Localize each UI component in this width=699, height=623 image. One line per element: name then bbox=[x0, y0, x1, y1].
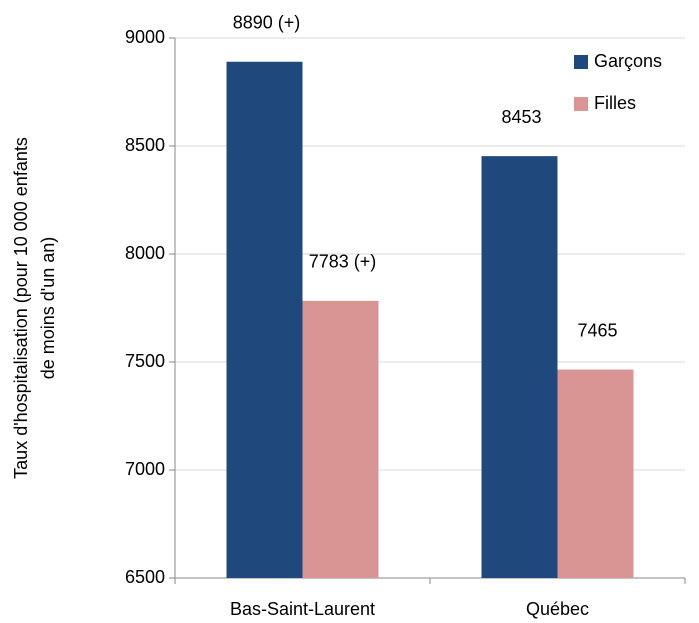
y-axis-label-line: Taux d'hospitalisation (pour 10 000 enfa… bbox=[11, 137, 31, 479]
bar bbox=[481, 156, 558, 579]
value-label: 7465 bbox=[577, 320, 617, 340]
y-tick-label: 6500 bbox=[125, 567, 165, 587]
y-tick-label: 8500 bbox=[125, 135, 165, 155]
legend-label: Garçons bbox=[594, 51, 662, 71]
y-tick-label: 8000 bbox=[125, 243, 165, 263]
bar bbox=[226, 61, 303, 578]
legend-swatch bbox=[574, 97, 588, 111]
y-tick-label: 7000 bbox=[125, 459, 165, 479]
y-tick-label: 7500 bbox=[125, 351, 165, 371]
value-label: 7783 (+) bbox=[309, 252, 377, 272]
x-tick-label: Bas-Saint-Laurent bbox=[230, 599, 375, 619]
y-axis-label-line: de moins d'un an) bbox=[38, 237, 58, 380]
bar bbox=[302, 300, 379, 578]
value-label: 8890 (+) bbox=[233, 13, 301, 33]
x-tick-label: Québec bbox=[526, 599, 589, 619]
y-axis-label: Taux d'hospitalisation (pour 10 000 enfa… bbox=[11, 137, 58, 479]
value-label: 8453 bbox=[501, 107, 541, 127]
bar bbox=[557, 369, 634, 578]
legend-label: Filles bbox=[594, 93, 636, 113]
y-tick-label: 9000 bbox=[125, 27, 165, 47]
legend-swatch bbox=[574, 55, 588, 69]
